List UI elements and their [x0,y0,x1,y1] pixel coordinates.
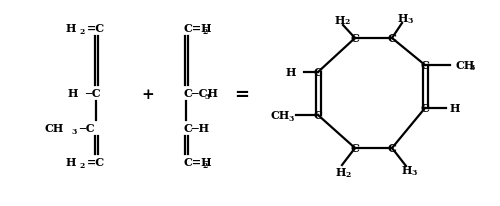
Text: +: + [142,88,154,102]
Text: 3: 3 [204,93,210,101]
Text: H: H [68,88,78,98]
Text: ─C: ─C [79,123,94,133]
Text: C: C [350,33,360,43]
Text: CH: CH [271,110,290,121]
Text: ─C: ─C [85,88,100,98]
Text: 2: 2 [344,18,350,26]
Text: 2: 2 [346,171,350,179]
Text: C─CH: C─CH [183,88,218,98]
Text: CH: CH [455,60,474,70]
Text: CH: CH [45,123,64,133]
Text: C: C [388,33,396,43]
Text: H: H [450,103,460,114]
Text: =C: =C [87,157,105,167]
Text: C=H: C=H [183,157,212,167]
Text: H: H [336,166,346,178]
Text: C: C [420,60,430,70]
Text: 3: 3 [470,64,474,72]
Text: C: C [314,67,322,77]
Text: C=H: C=H [183,22,212,34]
Text: 3: 3 [72,128,76,136]
Text: H: H [286,67,296,77]
Text: H: H [398,13,408,23]
Text: 2: 2 [202,28,207,36]
Text: H: H [66,22,76,34]
Text: C─H: C─H [183,123,209,133]
Text: 3: 3 [412,169,416,177]
Text: C: C [350,143,360,153]
Text: 3: 3 [288,115,294,123]
Text: C: C [388,143,396,153]
Text: H: H [335,14,345,26]
Text: C: C [314,110,322,121]
Text: 2: 2 [202,162,207,170]
Text: C: C [420,103,430,114]
Text: H: H [66,157,76,167]
Text: H: H [402,165,412,176]
Text: =: = [234,86,250,104]
Text: 3: 3 [408,17,412,25]
Text: =C: =C [87,22,105,34]
Text: 2: 2 [80,162,84,170]
Text: 2: 2 [80,28,84,36]
